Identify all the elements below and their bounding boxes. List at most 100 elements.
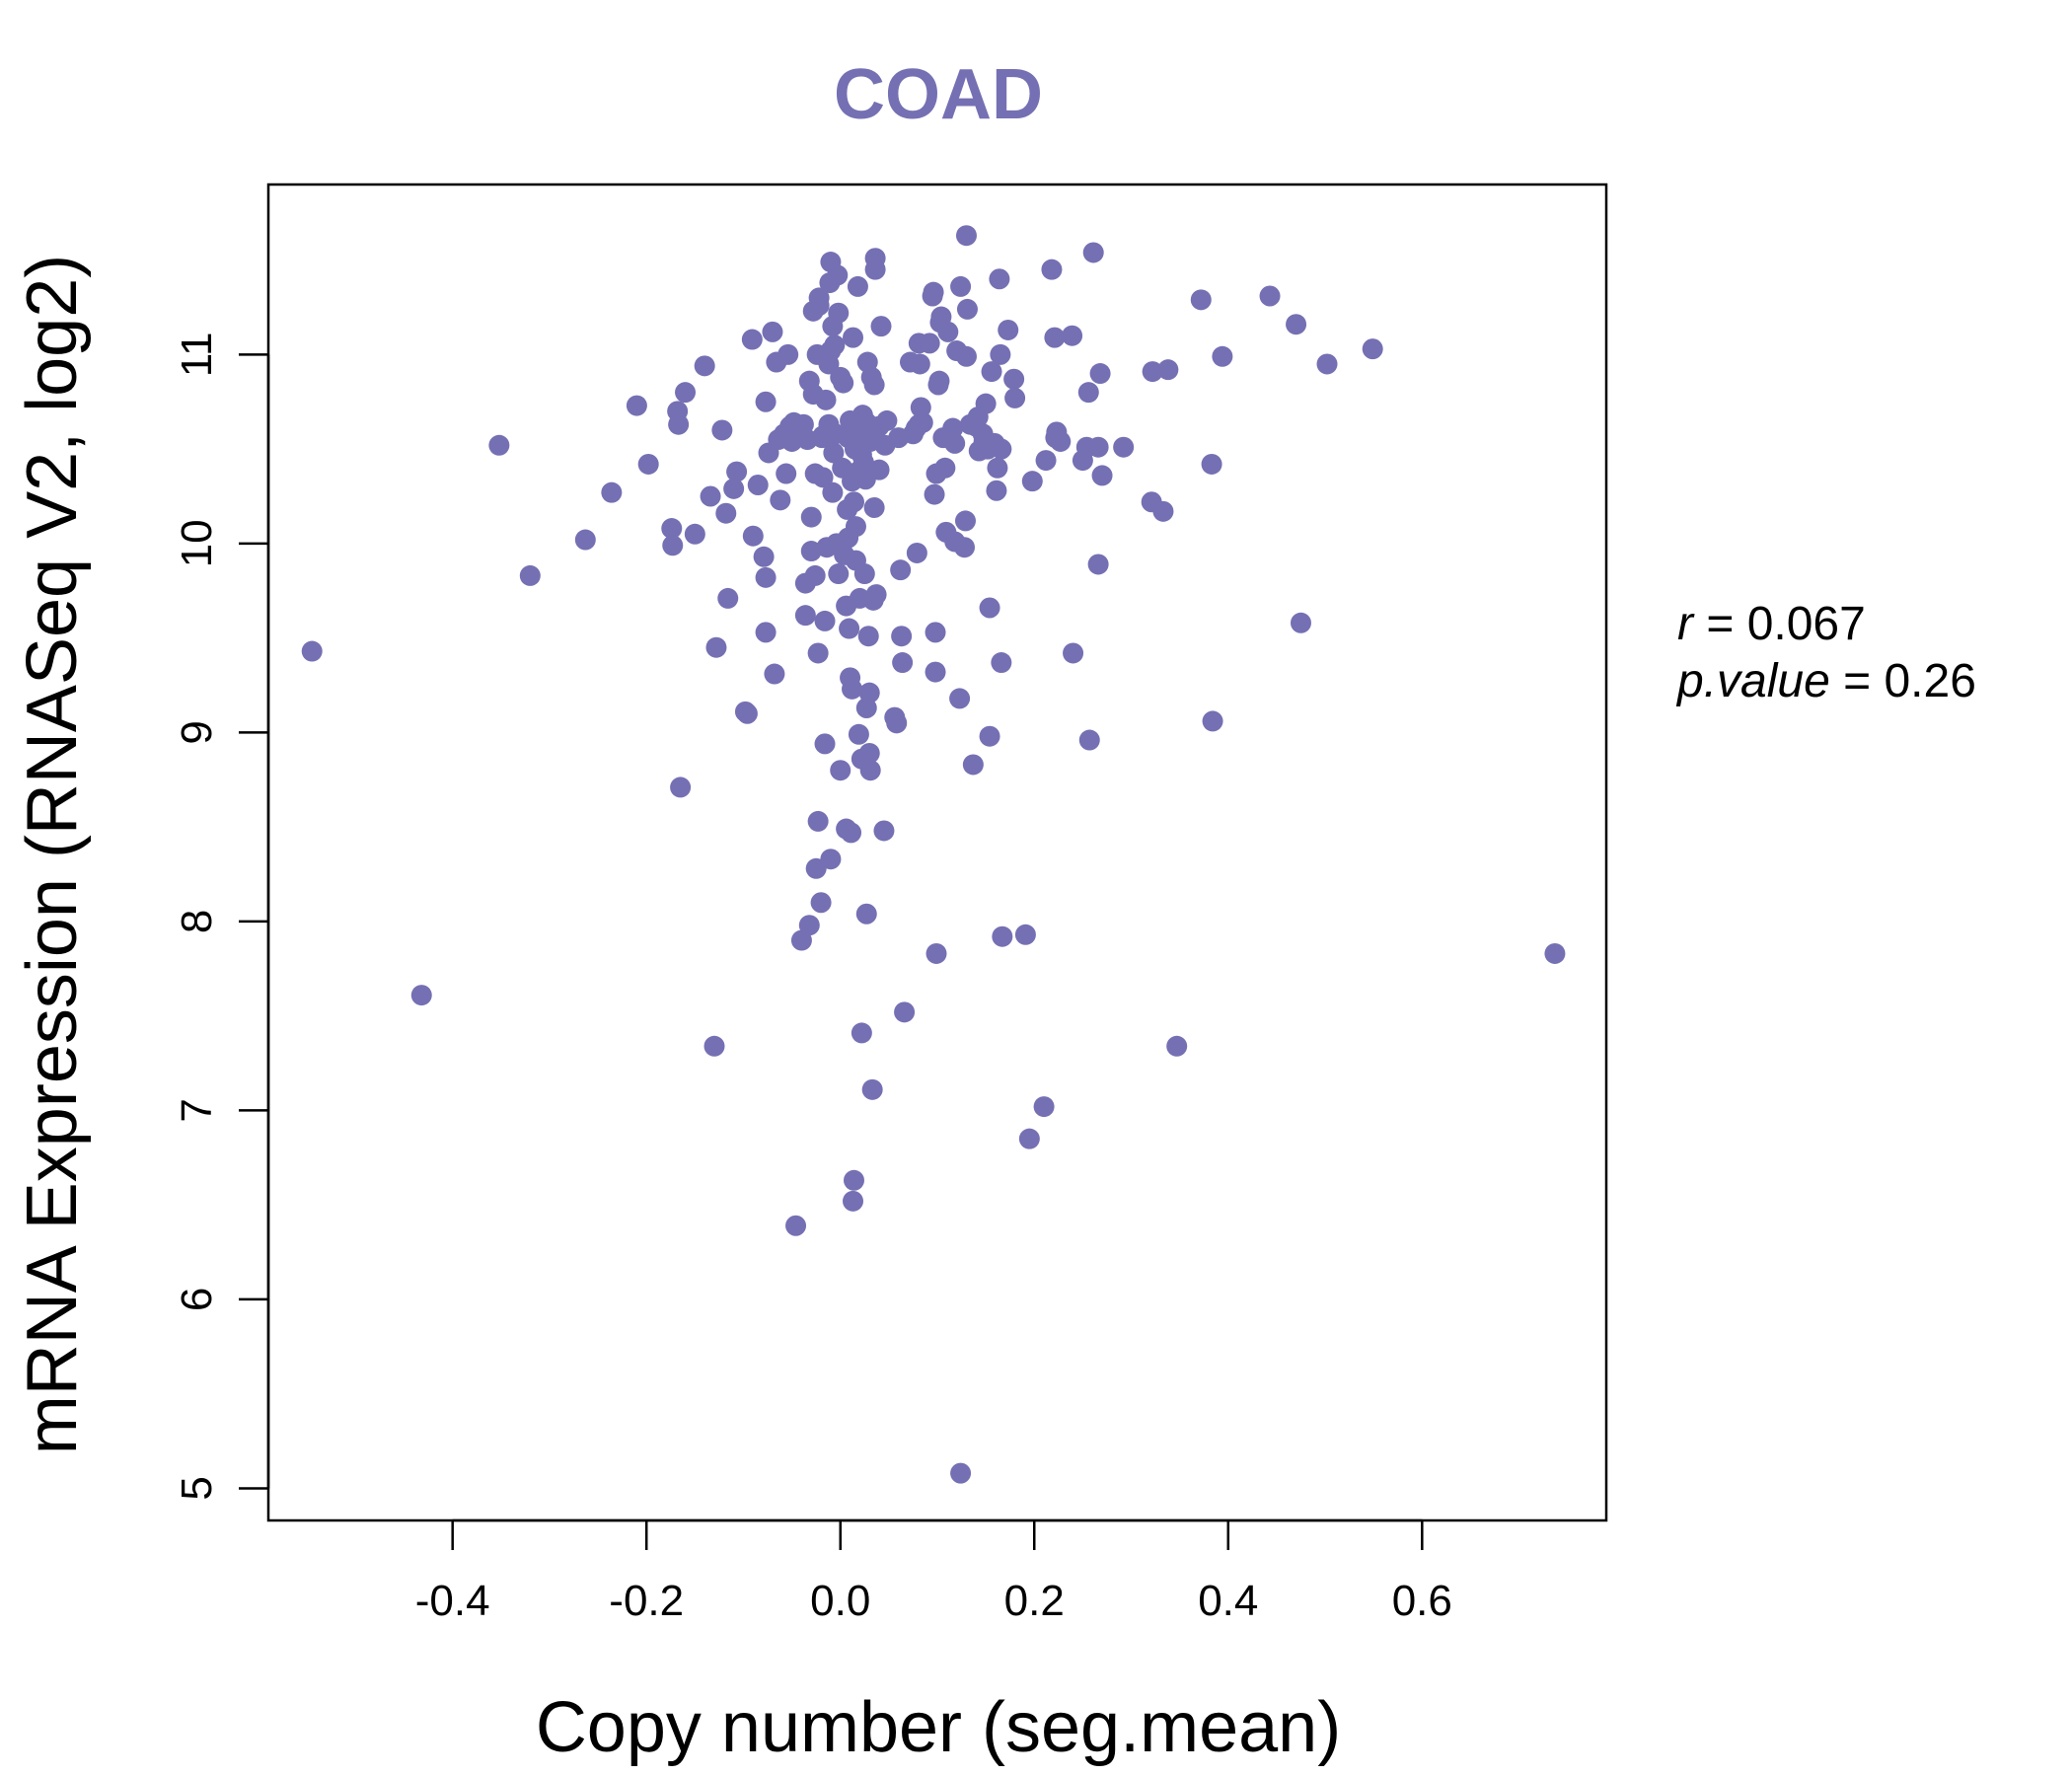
- data-point: [807, 810, 829, 832]
- data-point: [808, 287, 830, 309]
- data-point: [1290, 612, 1311, 633]
- data-point: [925, 661, 946, 683]
- data-point: [1035, 450, 1057, 472]
- data-point: [962, 754, 984, 776]
- data-points: [301, 225, 1566, 1484]
- data-point: [823, 442, 845, 464]
- data-point: [928, 370, 950, 392]
- data-point: [833, 372, 854, 394]
- data-point: [777, 343, 799, 365]
- data-point: [981, 361, 1002, 383]
- data-point: [839, 618, 860, 639]
- data-point: [1063, 642, 1084, 664]
- data-point: [668, 413, 690, 435]
- data-point: [944, 432, 966, 454]
- data-point: [815, 389, 837, 410]
- data-point: [855, 903, 877, 925]
- y-tick-label: 8: [173, 910, 221, 933]
- data-point: [574, 529, 596, 551]
- data-point: [1044, 327, 1066, 348]
- data-point: [892, 652, 914, 674]
- data-point: [800, 506, 822, 528]
- x-tick-label: 0.0: [810, 1577, 870, 1625]
- data-point: [868, 459, 890, 481]
- chart-title: COAD: [834, 55, 1043, 134]
- data-point: [785, 1215, 807, 1236]
- data-point: [954, 537, 976, 558]
- data-point: [1152, 500, 1174, 522]
- data-point: [956, 298, 978, 320]
- data-point: [662, 535, 684, 556]
- data-point: [1041, 259, 1063, 280]
- data-point: [934, 457, 956, 479]
- data-point: [858, 682, 880, 703]
- data-point: [843, 491, 864, 513]
- data-point: [1062, 325, 1083, 346]
- data-point: [828, 563, 850, 585]
- data-point: [949, 688, 971, 709]
- data-point: [711, 419, 733, 441]
- data-point: [822, 481, 844, 503]
- data-point: [824, 334, 846, 356]
- y-tick-label: 11: [173, 333, 221, 378]
- data-point: [742, 525, 764, 547]
- data-point: [828, 302, 850, 324]
- r-value: 0.067: [1747, 598, 1866, 650]
- data-point: [717, 587, 739, 609]
- y-axis-title: mRNA Expression (RNASeq V2, log2): [13, 255, 92, 1454]
- data-point: [925, 942, 947, 964]
- data-point: [755, 622, 777, 643]
- data-point: [1202, 710, 1223, 732]
- data-point: [1212, 345, 1233, 367]
- data-point: [990, 343, 1011, 365]
- data-point: [863, 496, 885, 518]
- data-point: [950, 1462, 972, 1484]
- data-point: [753, 546, 775, 567]
- data-point: [886, 712, 908, 734]
- data-point: [601, 481, 623, 503]
- data-point: [670, 777, 692, 798]
- data-point: [770, 489, 791, 511]
- data-point: [1050, 430, 1072, 452]
- p-label: p.value: [1675, 655, 1830, 707]
- data-point: [891, 626, 913, 647]
- data-point: [1021, 471, 1043, 492]
- data-point: [955, 345, 977, 367]
- data-point: [804, 564, 826, 586]
- data-point: [989, 268, 1010, 290]
- data-point: [919, 333, 940, 354]
- data-point: [1082, 242, 1104, 263]
- data-point: [987, 457, 1008, 479]
- data-point: [991, 438, 1012, 460]
- data-point: [519, 564, 541, 586]
- data-point: [858, 742, 880, 764]
- data-point: [909, 353, 930, 375]
- data-point: [814, 610, 836, 631]
- data-point: [812, 467, 834, 488]
- data-point: [800, 541, 822, 562]
- data-point: [410, 985, 432, 1006]
- data-point: [1014, 924, 1036, 945]
- data-point: [820, 849, 842, 870]
- y-tick-label: 5: [173, 1476, 221, 1500]
- data-point: [986, 480, 1007, 501]
- data-point: [814, 733, 836, 755]
- data-point: [890, 559, 912, 581]
- data-point: [955, 225, 977, 247]
- data-point: [848, 723, 869, 745]
- data-point: [637, 453, 659, 475]
- data-point: [675, 382, 697, 404]
- data-point: [1316, 353, 1338, 375]
- data-point: [1087, 554, 1109, 575]
- data-point: [488, 434, 510, 456]
- data-point: [847, 275, 868, 297]
- x-axis-title: Copy number (seg.mean): [536, 1688, 1341, 1767]
- data-point: [1018, 1128, 1040, 1149]
- data-point: [700, 485, 721, 507]
- data-point: [861, 1078, 883, 1100]
- data-point: [705, 636, 727, 658]
- data-point: [845, 516, 866, 538]
- data-point: [851, 1022, 872, 1044]
- x-tick-label: -0.4: [415, 1577, 490, 1625]
